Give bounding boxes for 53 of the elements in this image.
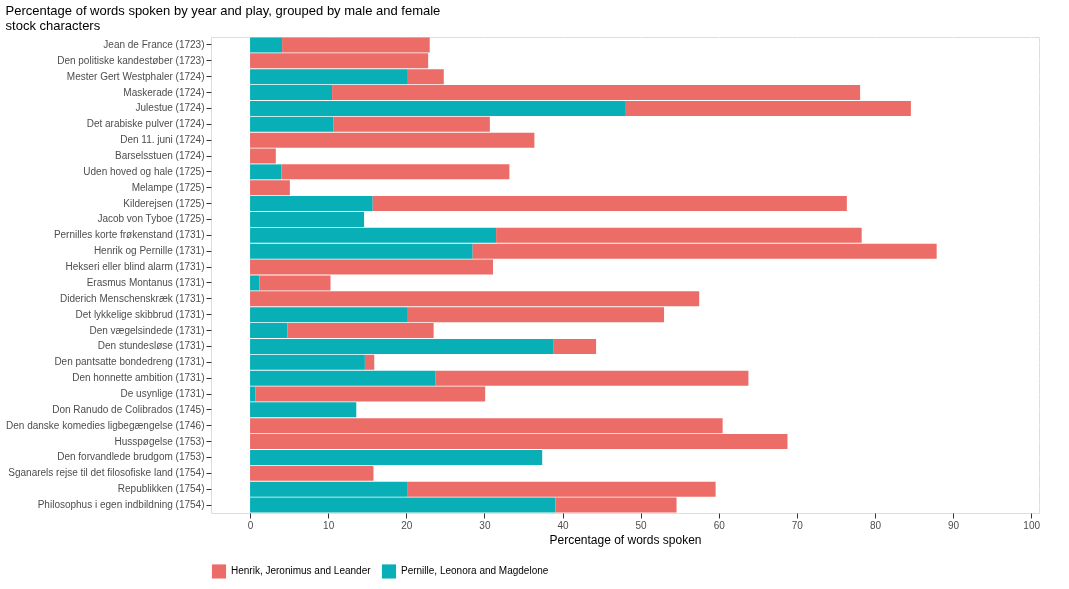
bar: [553, 338, 597, 354]
y-tick-label: Den stundesløse (1731): [97, 340, 205, 352]
bar: [250, 275, 260, 291]
y-tick-label: Jacob von Tyboe (1725): [97, 213, 205, 225]
y-tick-label: Henrik og Pernille (1731): [93, 245, 205, 257]
x-tick-label: 60: [713, 519, 726, 531]
y-tick-label: Det lykkelige skibbrud (1731): [75, 308, 205, 320]
x-tick-label: 70: [791, 519, 804, 531]
chart-title: Percentage of words spoken by year and play, grouped by male and female stock characters: [5, 3, 441, 33]
y-tick-label: Den honnette ambition (1731): [72, 372, 205, 384]
x-tick-label: 80: [869, 519, 882, 531]
x-tick-label: 30: [479, 519, 491, 531]
bar: [372, 196, 847, 212]
x-tick-label: 50: [635, 519, 648, 531]
x-tick-label: 90: [948, 519, 960, 531]
legend-label: Henrik, Jeronimus and Leander: [231, 565, 372, 577]
y-tick-label: Maskerade (1724): [123, 86, 205, 98]
y-tick-label: Sganarels rejse til det filosofiske land (1754): [8, 467, 205, 479]
y-tick-label: De usynlige (1731): [120, 388, 205, 399]
y-tick-label: Den danske komedies ligbegængelse (1746): [6, 419, 205, 431]
y-tick-label: Hekseri eller blind alarm (1731): [65, 261, 205, 273]
y-tick-label: Barselsstuen (1724): [115, 150, 205, 161]
y-tick-label: Den politiske kandestøber (1723): [57, 54, 205, 66]
y-tick-label: Den vægelsindede (1731): [89, 324, 205, 336]
x-tick-label: 20: [401, 519, 413, 531]
legend-label: Pernille, Leonora and Magdelone: [401, 565, 549, 577]
x-tick-label: 10: [323, 519, 335, 531]
x-axis-title: Percentage of words spoken: [549, 532, 702, 547]
y-tick-label: Husspøgelse (1753): [114, 435, 205, 447]
y-tick-label: Uden hoved og hale (1725): [83, 165, 205, 177]
y-tick-label: Diderich Menschenskræk (1731): [59, 292, 205, 304]
y-tick-label: Det arabiske pulver (1724): [86, 118, 205, 130]
y-tick-label: Philosophus i egen indbildning (1754): [37, 499, 205, 511]
y-tick-label: Jean de France (1723): [103, 38, 205, 50]
y-tick-label: Den forvandlede brudgom (1753): [57, 451, 205, 463]
bar: [250, 465, 374, 481]
bar: [250, 449, 543, 465]
x-tick-label: 100: [1023, 519, 1041, 531]
x-tick-label: 0: [247, 519, 254, 531]
y-tick-label: Den 11. juni (1724): [120, 134, 205, 146]
y-tick-label: Republikken (1754): [117, 483, 205, 495]
y-tick-label: Kilderejsen (1725): [123, 197, 205, 209]
bar: [250, 37, 283, 53]
bar: [250, 164, 282, 180]
y-tick-label: Erasmus Montanus (1731): [86, 276, 205, 288]
y-tick-label: Den pantsatte bondedreng (1731): [54, 356, 205, 368]
x-tick-label: 40: [557, 519, 570, 531]
y-tick-label: Don Ranudo de Colibrados (1745): [52, 403, 205, 415]
y-tick-label: Melampe (1725): [131, 181, 205, 193]
bar: [364, 354, 375, 370]
y-tick-label: Pernilles korte frøkenstand (1731): [53, 229, 205, 241]
y-tick-label: Mester Gert Westphaler (1724): [66, 70, 205, 82]
y-tick-label: Julestue (1724): [135, 102, 205, 114]
